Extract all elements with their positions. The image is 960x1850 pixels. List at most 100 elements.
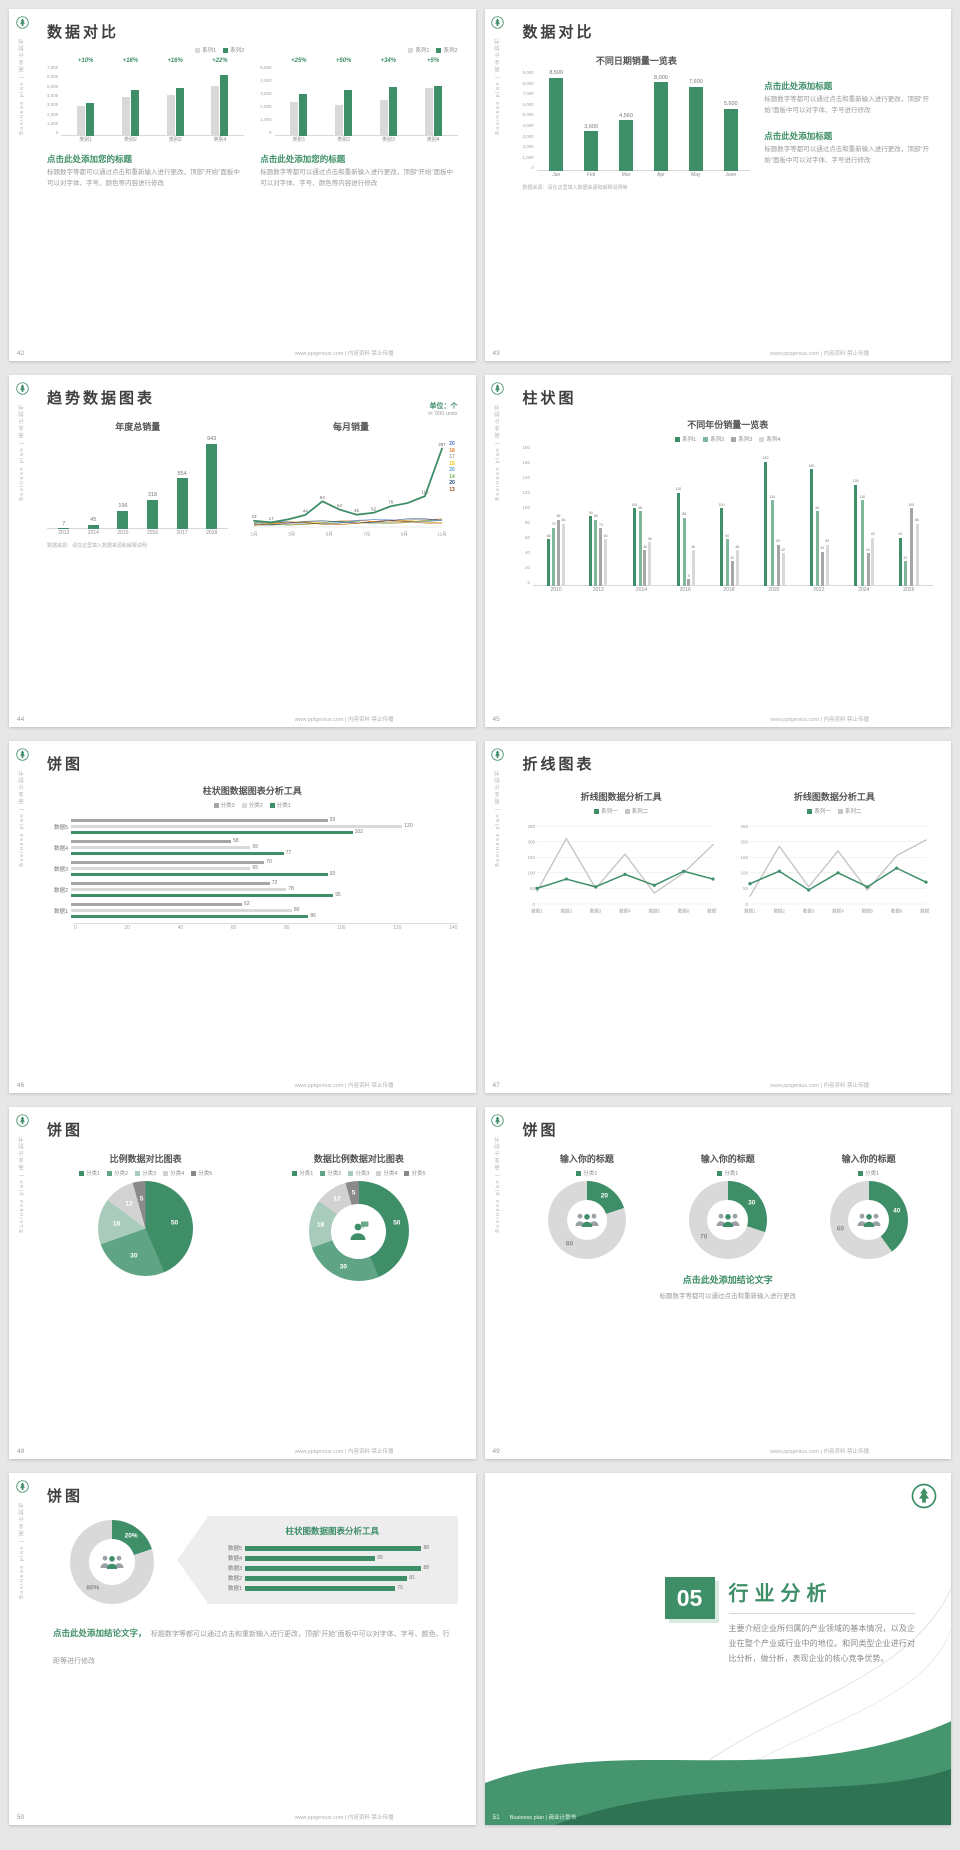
logo-icon (15, 382, 29, 395)
chart-legend: 分类1 (804, 1169, 933, 1177)
slide-side-strip: Business plan | 商业计划书 (485, 741, 511, 1093)
slide-side-strip: Business plan | 商业计划书 (9, 9, 35, 361)
chart-legend: 分类1 分类2 分类3 分类4 分类5 (260, 1169, 457, 1177)
slide-44[interactable]: Business plan | 商业计划书 趋势数据图表 单位：个 in '00… (9, 375, 476, 727)
slide-side-strip: Business plan | 商业计划书 (9, 375, 35, 727)
block-heading: 点击此处添加标题 (764, 81, 833, 91)
line-chart: 1月 3月 5月 7月 9月 11月 23 17 44 94 64 45 52 76 113 287 20 18 1… (250, 441, 455, 538)
slide-title: 折线图表 (522, 756, 595, 773)
slide-49[interactable]: Business plan | 商业计划书 饼图 输入你的标题 分类1 20 80… (484, 1107, 951, 1459)
slide-43[interactable]: Business plan | 商业计划书 数据对比 不同日期销量一览表 9,0… (484, 9, 951, 361)
svg-text:23: 23 (252, 514, 258, 519)
slide-45[interactable]: Business plan | 商业计划书 柱状图 不同年份销量一览表 系列1 系… (484, 375, 951, 727)
slide-footer: 49 www.pptgenius.com | 内容资料 禁止传播 (493, 1447, 942, 1456)
svg-text:5月: 5月 (326, 532, 333, 538)
svg-text:100: 100 (741, 871, 749, 876)
sidebar-vertical-text: Business plan | 商业计划书 (494, 37, 501, 135)
page-number: 46 (17, 1081, 25, 1089)
slide-50[interactable]: Business plan | 商业计划书 饼图 20% 80% 柱状图数据图表分… (9, 1473, 476, 1825)
sidebar-vertical-text: Business plan | 商业计划书 (19, 1135, 25, 1233)
unit-label: 单位：个 in '000 units (428, 403, 458, 417)
slide-footer: 46 www.pptgenius.com | 内容资料 禁止传播 (17, 1081, 466, 1090)
svg-text:数据5: 数据5 (862, 908, 874, 915)
slide-51[interactable]: 05 行业分析 主要介绍企业所归属的产业领域的基本情况，以及企业在整个产业或行业… (484, 1473, 951, 1825)
slide-42[interactable]: Business plan | 商业计划书 数据对比 系列1 系列2 7,000 6… (9, 9, 476, 361)
slide-footer: 50 www.pptgenius.com | 内容资料 禁止传播 (17, 1813, 466, 1822)
pie-chart: 50 30 18 12 5 (47, 1181, 244, 1276)
logo-icon (491, 1114, 504, 1127)
svg-text:200: 200 (741, 839, 749, 844)
conclusion-heading: 点击此处添加结论文字， (53, 1628, 147, 1638)
block-body: 标题数字等都可以通过点击和重新输入进行更改，顶部“开始”面板中可以对字体、字号、… (47, 169, 240, 187)
chart-title: 年度总销量 (115, 422, 161, 432)
svg-text:287: 287 (438, 442, 446, 447)
logo-icon (15, 1480, 29, 1493)
svg-text:9月: 9月 (401, 532, 408, 538)
slide-title: 数据对比 (522, 24, 595, 41)
chart-title: 比例数据对比图表 (109, 1154, 182, 1164)
sidebar-vertical-text: Business plan | 商业计划书 (19, 769, 25, 867)
slide-46[interactable]: Business plan | 商业计划书 饼图 柱状图数据图表分析工具 分类3… (9, 741, 476, 1093)
footer-site-text: www.pptgenius.com | 内容资料 禁止传播 (294, 717, 394, 723)
svg-text:150: 150 (528, 855, 536, 860)
callout-triangle (177, 1518, 207, 1602)
logo-icon (491, 748, 504, 761)
slide-side-strip: Business plan | 商业计划书 (9, 741, 35, 1093)
logo-icon (491, 16, 504, 29)
svg-text:数据2: 数据2 (774, 908, 786, 915)
block-body: 标题数字等都可以通过点击和重新输入进行更改，顶部“开始”面板中可以对字体、字号进… (764, 146, 929, 165)
svg-text:150: 150 (741, 855, 749, 860)
svg-text:数据7: 数据7 (921, 908, 931, 915)
chart-title: 每月销量 (332, 422, 369, 432)
svg-text:数据4: 数据4 (619, 908, 631, 915)
donut-chart: 50 30 18 12 5 (260, 1181, 457, 1281)
logo-icon (15, 1114, 29, 1127)
horizontal-bar-chart: 数据5 93 120 102 数据4 58 65 77 数据3 70 65 93 数据2 72 78 95 数据… (53, 817, 458, 931)
slide-side-strip: Business plan | 商业计划书 (485, 1107, 511, 1459)
svg-text:1月: 1月 (251, 532, 258, 538)
panel-title: 柱状图数据图表分析工具 (285, 1526, 379, 1536)
chart-title: 折线图数据分析工具 (580, 792, 662, 802)
chart-legend: 系列1 系列2 (260, 46, 458, 54)
svg-text:数据7: 数据7 (707, 908, 717, 915)
page-number: 48 (17, 1447, 25, 1455)
sidebar-vertical-text: Business plan | 商业计划书 (19, 403, 25, 501)
slide-footer: 42 www.pptgenius.com | 内容资料 禁止传播 (17, 349, 466, 358)
donut-chart: 30 70 (663, 1181, 792, 1259)
footer-site-text: www.pptgenius.com | 内容资料 禁止传播 (294, 1449, 394, 1455)
svg-text:17: 17 (269, 516, 275, 521)
svg-text:数据4: 数据4 (833, 908, 845, 915)
slide-48[interactable]: Business plan | 商业计划书 饼图 比例数据对比图表 分类1 分类2… (9, 1107, 476, 1459)
footer-site-text: www.pptgenius.com | 内容资料 禁止传播 (770, 717, 869, 723)
section-body: 主要介绍企业所归属的产业领域的基本情况，以及企业在整个产业或行业中的地位。和同类… (728, 1624, 916, 1663)
svg-text:0: 0 (746, 902, 749, 907)
svg-text:数据2: 数据2 (561, 908, 573, 915)
chart-title: 折线图数据分析工具 (793, 792, 875, 802)
chart-legend: 分类1 (663, 1169, 792, 1177)
block-title: 输入你的标题 (841, 1154, 896, 1164)
chart-legend: 分类1 分类2 分类3 分类4 分类5 (47, 1169, 244, 1177)
column-chart: 7,000 6,000 5,000 4,000 3,000 2,000 1,000 0 +10%… (47, 57, 245, 144)
conclusion-heading: 点击此处添加结论文字 (682, 1275, 773, 1285)
donut-chart: 20 80 (523, 1181, 652, 1259)
page-number: 47 (492, 1081, 500, 1089)
grouped-column-chart: 180 160 140 120 100 80 60 40 20 0 60 75 85 80 2010 90 85… (523, 445, 933, 594)
svg-text:3月: 3月 (288, 532, 295, 538)
slide-title: 饼图 (47, 1488, 84, 1505)
svg-text:数据6: 数据6 (891, 908, 903, 915)
column-chart: 5,000 4,000 3,000 2,000 1,000 0 +25% 类别1 +50% 类别2… (260, 57, 458, 144)
block-title: 输入你的标题 (559, 1154, 614, 1164)
chart-title: 数据比例数据对比图表 (313, 1154, 404, 1164)
svg-text:数据3: 数据3 (803, 908, 815, 915)
footer-site-text: www.pptgenius.com | 内容资料 禁止传播 (770, 1083, 869, 1089)
svg-text:44: 44 (303, 508, 309, 513)
svg-text:50: 50 (530, 886, 536, 891)
slide-title: 数据对比 (47, 24, 120, 41)
slide-footer: 48 www.pptgenius.com | 内容资料 禁止传播 (17, 1447, 466, 1456)
svg-text:250: 250 (741, 824, 749, 829)
slide-47[interactable]: Business plan | 商业计划书 折线图表 折线图数据分析工具 系列一… (484, 741, 951, 1093)
conclusion-body: 标题数字等都可以通过点击和重新输入进行更改，顶部“开始”面板中可以对字体、字号、… (53, 1631, 450, 1666)
